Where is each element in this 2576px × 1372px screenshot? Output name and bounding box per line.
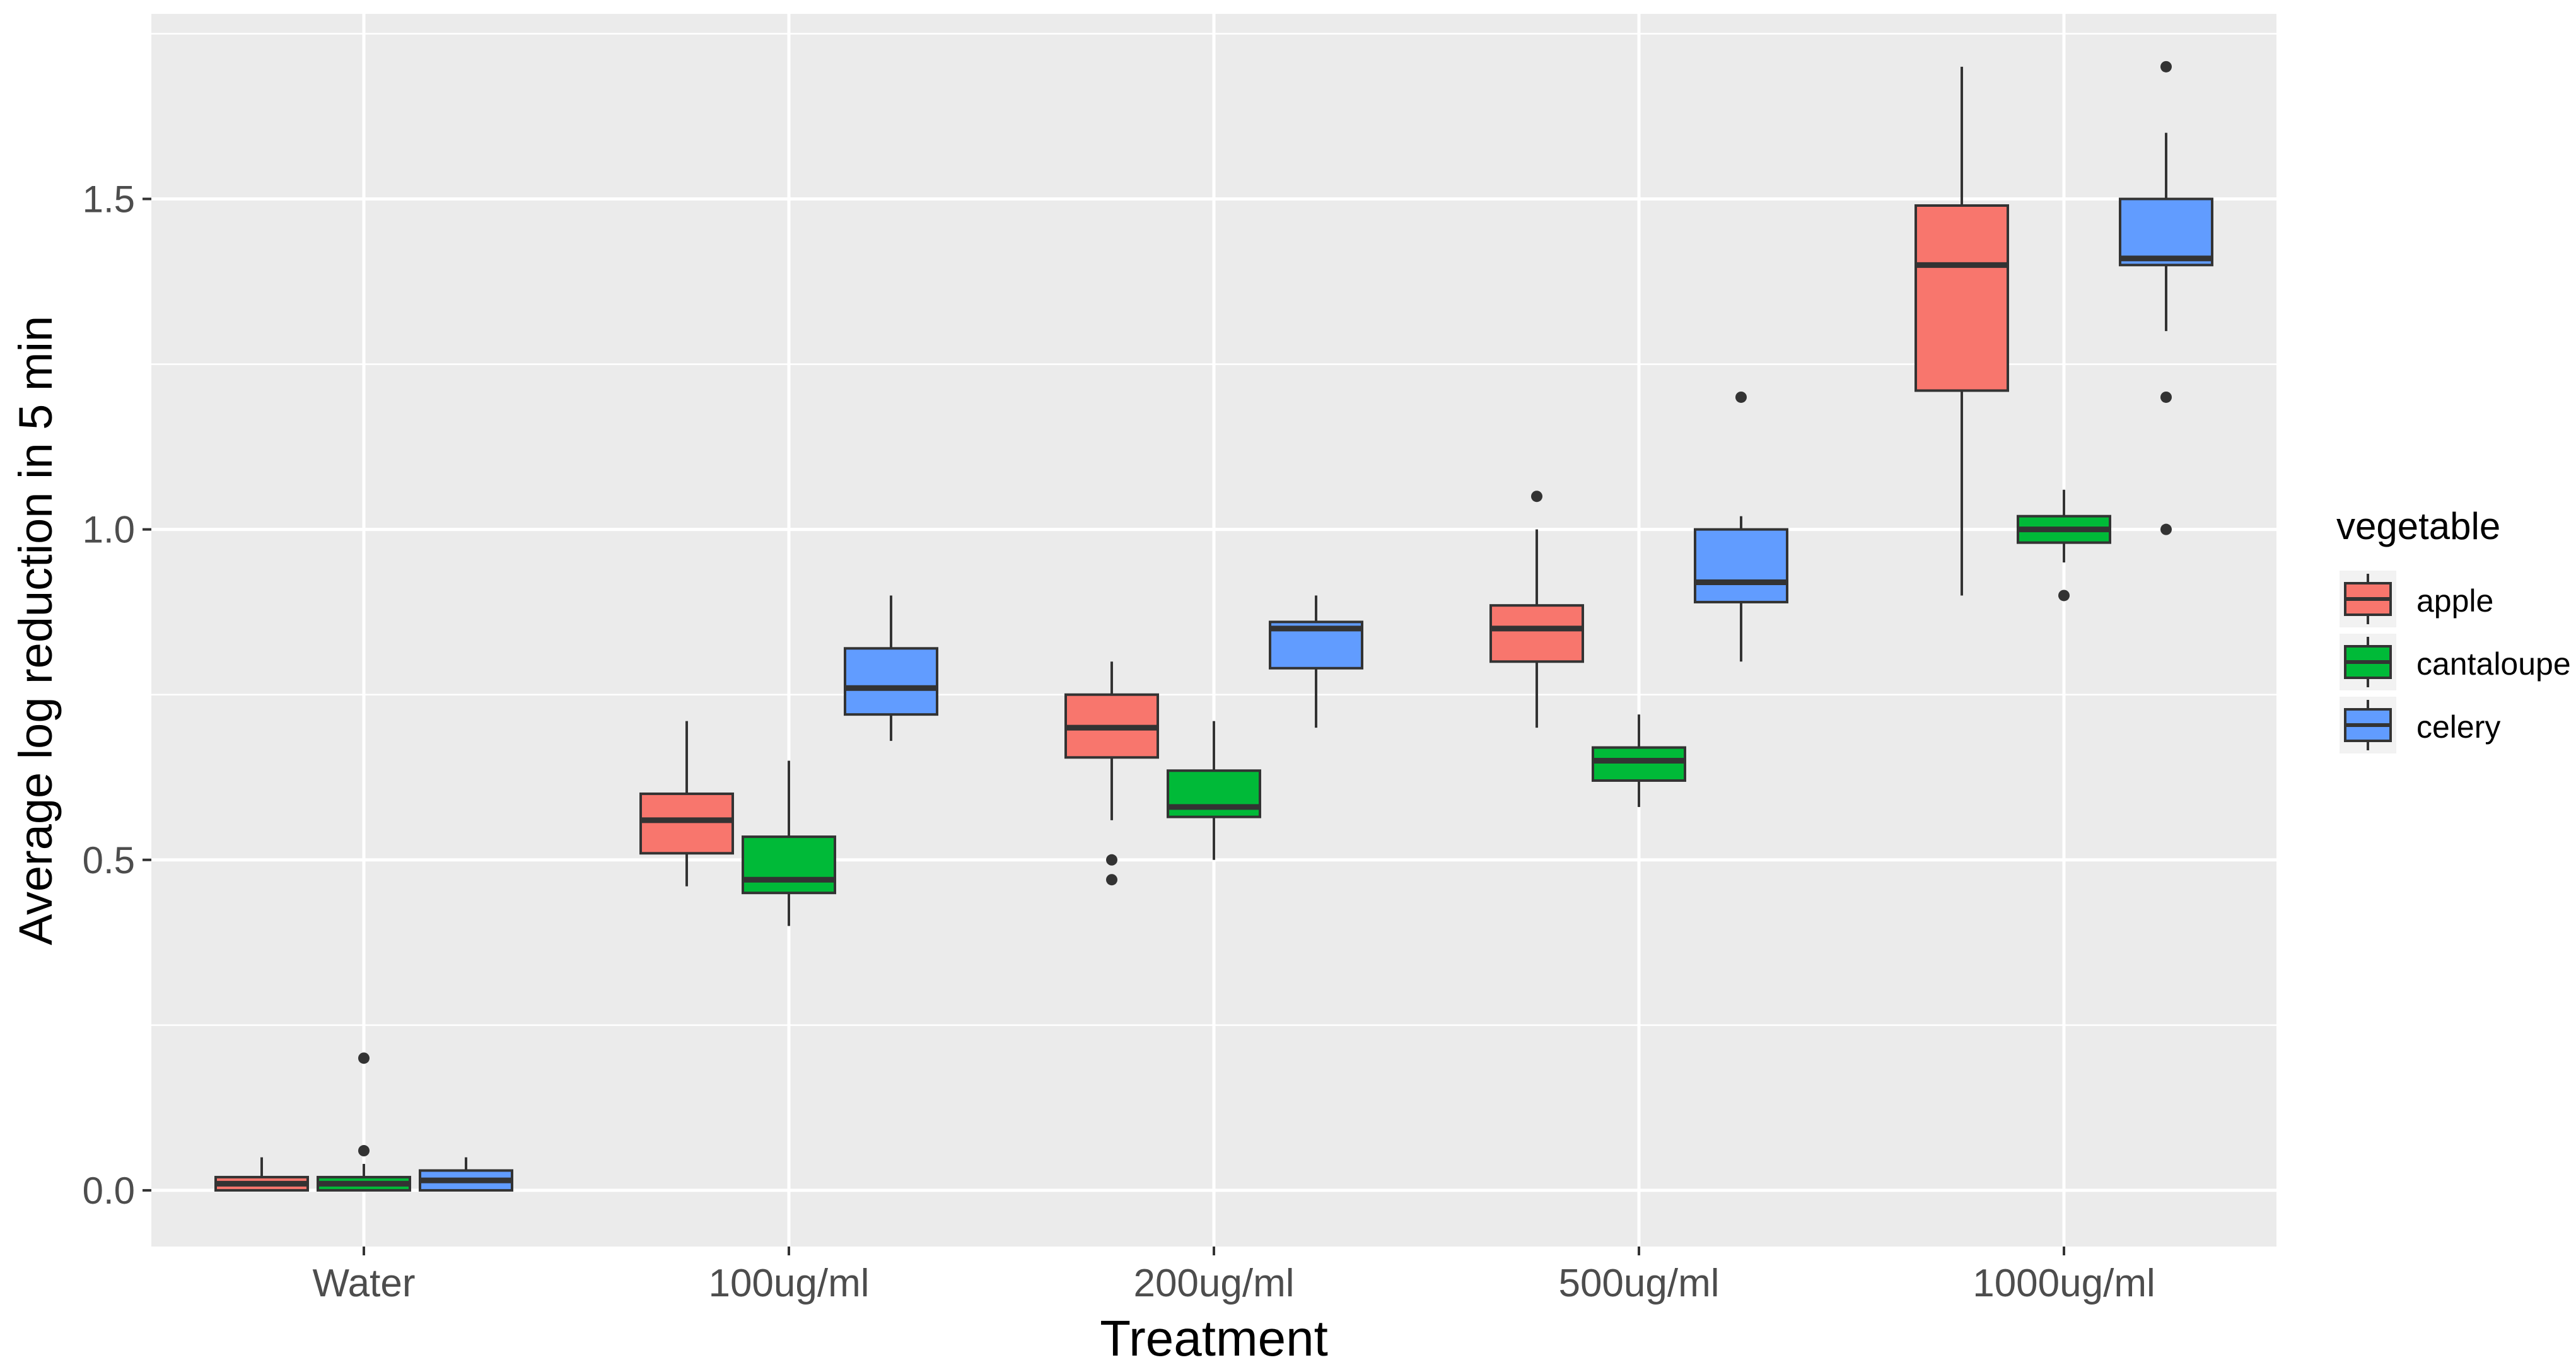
y-tick-label: 0.0 (83, 1170, 135, 1212)
box-iqr (1694, 528, 1788, 603)
box-cantaloupe-200ug/ml (1167, 721, 1261, 860)
legend-item-label: cantaloupe (2416, 646, 2571, 682)
y-tick-label: 1.0 (83, 509, 135, 551)
box-iqr (1489, 604, 1584, 663)
box-apple-1000ug/ml (1915, 66, 2009, 596)
box-apple-Water (214, 1157, 309, 1192)
x-axis-title: Treatment (1100, 1310, 1328, 1366)
y-tick-label: 0.5 (83, 839, 135, 881)
box-cantaloupe-500ug/ml (1592, 714, 1686, 807)
box-iqr (1915, 204, 2009, 392)
box-celery-500ug/ml (1694, 391, 1788, 662)
x-tick-label: Water (312, 1262, 415, 1305)
outlier-point (1531, 491, 1542, 503)
x-tick-label: 100ug/ml (708, 1262, 869, 1305)
box-iqr (742, 835, 836, 895)
legend-item-cantaloupe: cantaloupe (2340, 634, 2571, 690)
box-cantaloupe-100ug/ml (742, 760, 836, 926)
legend-item-label: apple (2416, 583, 2493, 619)
outlier-point (2058, 590, 2070, 602)
y-axis-title: Average log reduction in 5 min (9, 316, 62, 945)
box-iqr (639, 792, 734, 855)
box-groups (214, 61, 2213, 1192)
box-iqr (2119, 197, 2213, 267)
y-tick-label: 1.5 (83, 178, 135, 221)
outlier-point (2160, 391, 2172, 403)
box-apple-500ug/ml (1489, 491, 1584, 728)
box-cantaloupe-Water (317, 1052, 411, 1192)
legend-keys: apple cantaloupe celery (2340, 571, 2571, 753)
x-axis: Water 100ug/ml 200ug/ml 500ug/ml 1000ug/ml (312, 1247, 2155, 1305)
box-iqr (1167, 769, 1261, 818)
y-axis: 0.0 0.5 1.0 1.5 (83, 178, 151, 1212)
box-apple-100ug/ml (639, 721, 734, 887)
outlier-point (1106, 874, 1117, 886)
box-iqr (1592, 746, 1686, 782)
legend: vegetable apple cantaloupe celery (2333, 498, 2576, 757)
box-cantaloupe-1000ug/ml (2017, 489, 2111, 602)
box-celery-100ug/ml (844, 595, 938, 741)
x-tick-label: 1000ug/ml (1973, 1262, 2155, 1305)
outlier-point (2160, 61, 2172, 73)
legend-item-celery: celery (2340, 697, 2500, 753)
outlier-point (358, 1145, 370, 1157)
box-apple-200ug/ml (1064, 661, 1159, 886)
outlier-point (358, 1052, 370, 1064)
legend-item-apple: apple (2340, 571, 2493, 627)
x-tick-label: 200ug/ml (1133, 1262, 1294, 1305)
outlier-point (1735, 391, 1747, 403)
box-celery-1000ug/ml (2119, 61, 2213, 535)
legend-item-label: celery (2416, 709, 2500, 745)
outlier-point (2160, 523, 2172, 535)
outlier-point (1106, 854, 1117, 866)
box-celery-200ug/ml (1269, 595, 1363, 728)
legend-title: vegetable (2336, 505, 2500, 547)
box-celery-Water (419, 1157, 513, 1192)
box-iqr (844, 647, 938, 716)
x-tick-label: 500ug/ml (1558, 1262, 1719, 1305)
